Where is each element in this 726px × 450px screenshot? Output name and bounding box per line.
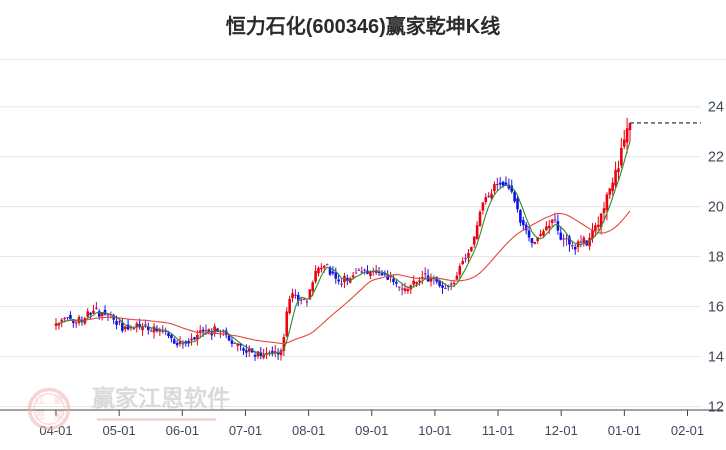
- svg-text:11-01: 11-01: [482, 423, 514, 438]
- svg-text:20: 20: [708, 200, 724, 216]
- svg-text:12: 12: [708, 400, 724, 416]
- svg-text:09-01: 09-01: [355, 423, 388, 438]
- svg-text:22: 22: [708, 150, 724, 166]
- svg-text:14: 14: [708, 350, 724, 366]
- svg-text:10-01: 10-01: [418, 423, 451, 438]
- svg-text:01-01: 01-01: [608, 423, 641, 438]
- svg-text:06-01: 06-01: [166, 423, 199, 438]
- svg-text:12-01: 12-01: [545, 423, 578, 438]
- svg-text:24: 24: [708, 100, 724, 116]
- svg-text:02-01: 02-01: [671, 423, 704, 438]
- svg-text:07-01: 07-01: [229, 423, 262, 438]
- svg-text:05-01: 05-01: [103, 423, 136, 438]
- svg-text:08-01: 08-01: [292, 423, 325, 438]
- svg-text:04-01: 04-01: [39, 423, 72, 438]
- svg-text:16: 16: [708, 300, 724, 316]
- svg-text:18: 18: [708, 250, 724, 266]
